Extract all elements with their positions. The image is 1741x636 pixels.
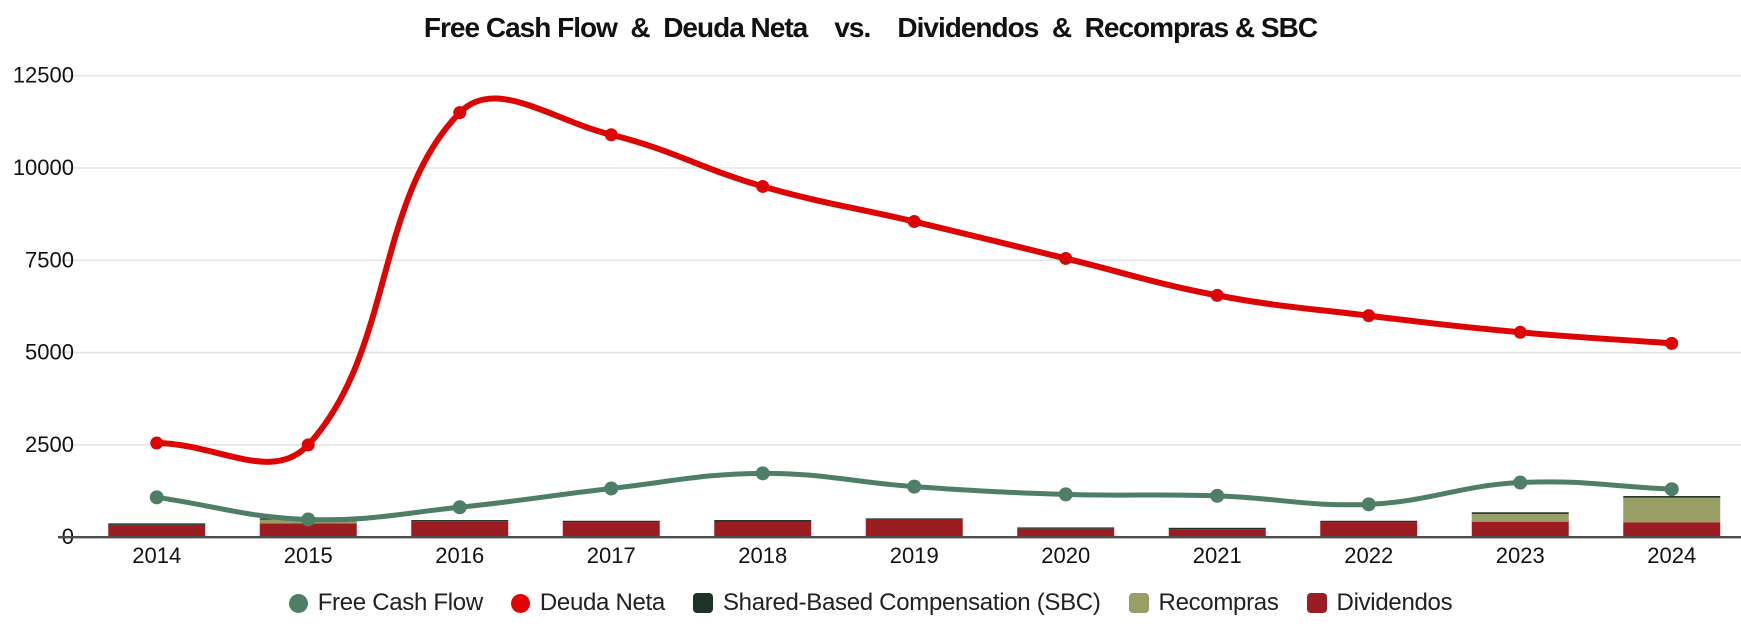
bar-segment-dividendos: [562, 522, 660, 538]
legend-label: Deuda Neta: [539, 589, 665, 616]
deuda-neta-point: [1513, 325, 1527, 339]
bar-segment-dividendos: [714, 521, 812, 538]
legend-marker-free-cash-flow: [288, 593, 308, 613]
free-cash-flow-point: [301, 512, 316, 527]
free-cash-flow-point: [907, 479, 922, 494]
x-tick-label: 2016: [435, 543, 484, 568]
chart-legend: Free Cash Flow Deuda Neta Shared-Based Com…: [0, 583, 1741, 623]
x-tick-label: 2019: [890, 543, 939, 568]
x-tick-label: 2021: [1193, 543, 1242, 568]
legend-label: Recompras: [1158, 589, 1279, 616]
deuda-neta-line: [153, 95, 1675, 465]
legend-marker-shared-based-compensation-sbc: [692, 593, 713, 613]
bar-segment-dividendos: [411, 521, 509, 538]
x-tick-label: 2018: [738, 543, 787, 568]
legend-item-free-cash-flow[interactable]: Free Cash Flow: [288, 589, 483, 617]
bar-segment-recompras: [1623, 497, 1721, 523]
deuda-neta-point: [907, 215, 921, 229]
x-tick-label: 2022: [1344, 543, 1393, 568]
legend-item-deuda-neta[interactable]: Deuda Neta: [510, 589, 665, 617]
legend-item-shared-based-compensation-sbc[interactable]: Shared-Based Compensation (SBC): [692, 589, 1101, 617]
bar-segment-dividendos: [1168, 529, 1266, 538]
deuda-neta-point: [1210, 288, 1224, 302]
bar-segment-shared-based-compensation-sbc: [1623, 496, 1721, 498]
deuda-neta-point: [1059, 251, 1073, 265]
deuda-neta-point: [604, 128, 618, 142]
bar-segment-shared-based-compensation-sbc: [1017, 527, 1115, 529]
legend-label: Free Cash Flow: [317, 589, 483, 616]
legend-marker-dividendos: [1306, 593, 1327, 613]
free-cash-flow-point: [1058, 487, 1073, 502]
deuda-neta-point: [1362, 309, 1376, 323]
legend-item-recompras[interactable]: Recompras: [1128, 589, 1279, 617]
bar-segment-shared-based-compensation-sbc: [714, 520, 812, 522]
legend-item-dividendos[interactable]: Dividendos: [1306, 589, 1453, 617]
deuda-neta-point: [1665, 336, 1679, 350]
legend-marker-deuda-neta: [510, 593, 530, 613]
free-cash-flow-point: [1664, 482, 1679, 497]
y-tick-label: 7500: [25, 247, 74, 272]
x-tick-label: 2023: [1496, 543, 1545, 568]
chart-title: Free Cash Flow & Deuda Neta vs. Dividend…: [423, 12, 1318, 43]
deuda-neta-point: [301, 438, 315, 452]
y-tick-label: 2500: [25, 432, 74, 457]
bar-segment-dividendos: [1017, 528, 1115, 538]
bar-segment-shared-based-compensation-sbc: [1320, 520, 1418, 523]
x-tick-label: 2017: [587, 543, 636, 568]
free-cash-flow-point: [149, 490, 164, 505]
bar-segment-recompras: [1471, 513, 1569, 522]
free-cash-flow-point: [755, 466, 770, 481]
bar-segment-shared-based-compensation-sbc: [411, 520, 509, 522]
bar-segment-dividendos: [1623, 522, 1721, 538]
deuda-neta-point: [453, 106, 467, 120]
legend-label: Shared-Based Compensation (SBC): [722, 589, 1101, 616]
x-tick-label: 2024: [1647, 543, 1696, 568]
x-tick-label: 2015: [284, 543, 333, 568]
bar-segment-dividendos: [865, 519, 963, 538]
free-cash-flow-point: [1210, 488, 1225, 503]
free-cash-flow-point: [1513, 475, 1528, 490]
bar-segment-dividendos: [1320, 522, 1418, 538]
deuda-neta-point: [150, 436, 164, 450]
bar-segment-shared-based-compensation-sbc: [1168, 527, 1266, 530]
legend-label: Dividendos: [1336, 589, 1453, 616]
bar-segment-shared-based-compensation-sbc: [865, 518, 963, 520]
bar-segment-dividendos: [259, 523, 357, 538]
free-cash-flow-point: [604, 481, 619, 496]
bar-segment-shared-based-compensation-sbc: [562, 520, 660, 523]
y-tick-label: 10000: [13, 155, 74, 180]
free-cash-flow-point: [452, 500, 467, 515]
x-tick-label: 2020: [1041, 543, 1090, 568]
legend-marker-recompras: [1128, 593, 1149, 613]
y-tick-label: 12500: [13, 63, 74, 88]
bar-segment-dividendos: [1471, 521, 1569, 538]
free-cash-flow-point: [1361, 497, 1376, 512]
bar-segment-dividendos: [108, 524, 206, 538]
deuda-neta-point: [756, 179, 770, 193]
bar-segment-shared-based-compensation-sbc: [1471, 512, 1569, 514]
x-tick-label: 2014: [132, 543, 181, 568]
chart-plot: 0250050007500100001250020142015201620172…: [13, 63, 1741, 568]
y-tick-label: 5000: [25, 340, 74, 365]
bar-segment-shared-based-compensation-sbc: [108, 523, 206, 525]
